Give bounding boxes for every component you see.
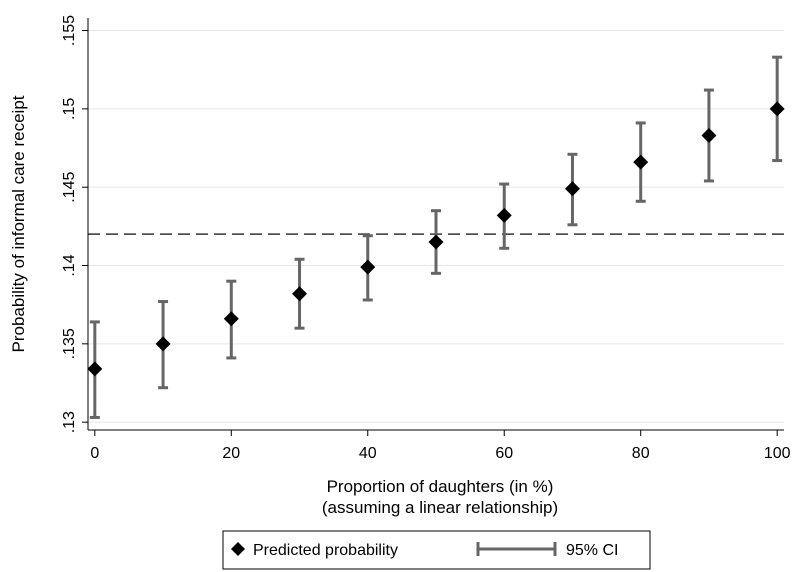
y-tick-label-3: .145: [61, 172, 78, 203]
x-tick-label-4: 80: [632, 445, 650, 462]
data-markers: [87, 101, 785, 377]
y-tick-label-5: .155: [61, 15, 78, 46]
x-tick-label-2: 40: [359, 445, 377, 462]
x-axis-subtitle: (assuming a linear relationship): [322, 498, 558, 517]
y-axis-title: Probability of informal care receipt: [9, 95, 28, 352]
legend-diamond-icon: [231, 542, 245, 556]
x-tick-label-5: 100: [764, 445, 791, 462]
x-tick-label-3: 60: [495, 445, 513, 462]
data-point-8: [633, 154, 649, 170]
y-tick-label-0: .13: [61, 411, 78, 433]
data-point-3: [292, 286, 308, 302]
data-point-7: [564, 181, 580, 197]
data-point-0: [87, 361, 103, 377]
data-point-10: [769, 101, 785, 117]
data-point-1: [155, 336, 171, 352]
tick-labels: .13 .135 .14 .145 .15 .155 0 20 40 60 80 100: [61, 15, 791, 462]
data-point-5: [428, 234, 444, 250]
axes: [82, 18, 784, 436]
data-point-6: [496, 207, 512, 223]
y-tick-label-1: .135: [61, 328, 78, 359]
x-tick-label-1: 20: [222, 445, 240, 462]
x-tick-label-0: 0: [90, 445, 99, 462]
legend-errorbar-icon: [476, 542, 557, 556]
data-point-9: [701, 127, 717, 143]
data-point-2: [223, 311, 239, 327]
legend-box: [222, 530, 651, 570]
x-axis-title: Proportion of daughters (in %): [327, 477, 554, 496]
legend-entry-ci: 95% CI: [566, 542, 618, 559]
legend: Predicted probability 95% CI: [222, 530, 651, 570]
y-tick-label-4: .15: [61, 98, 78, 120]
y-tick-label-2: .14: [61, 254, 78, 276]
data-point-4: [360, 259, 376, 275]
legend-entry-predicted: Predicted probability: [253, 542, 398, 559]
